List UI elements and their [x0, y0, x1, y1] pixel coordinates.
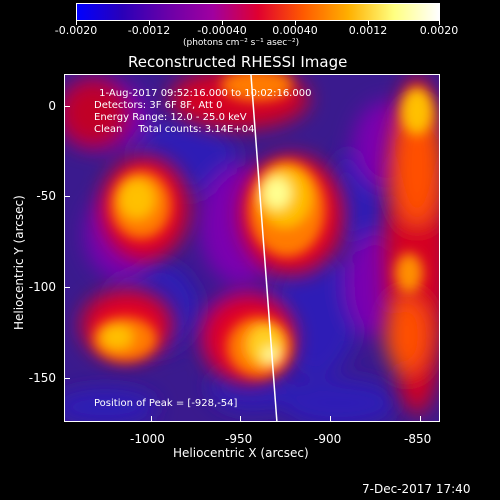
colorbar-tick: [149, 21, 150, 25]
y-axis-tick-label: 0: [48, 99, 56, 113]
y-axis-tick: [64, 196, 70, 197]
page-title: Reconstructed RHESSI Image: [128, 53, 348, 71]
colorbar-tick: [368, 21, 369, 25]
rhessi-heatmap: [65, 75, 439, 421]
clean-total-counts-label: Clean Total counts: 3.14E+04: [94, 124, 255, 135]
colorbar-tick: [439, 21, 440, 25]
colorbar: [76, 3, 440, 21]
x-axis-label: Heliocentric X (arcsec): [173, 446, 309, 460]
y-axis-tick-label: -100: [28, 280, 56, 294]
x-axis-tick-label: -900: [314, 432, 342, 446]
footer-timestamp: 7-Dec-2017 17:40: [362, 482, 471, 496]
x-axis-tick: [420, 416, 421, 422]
y-axis-tick: [64, 287, 70, 288]
hot-cores: [93, 75, 433, 377]
x-axis-tick-label: -1000: [130, 432, 165, 446]
colorbar-tick: [222, 21, 223, 25]
colorbar-tick: [295, 21, 296, 25]
colorbar-tick-label: -0.0012: [127, 24, 171, 37]
y-axis-tick: [64, 378, 70, 379]
detectors-label: Detectors: 3F 6F 8F, Att 0: [94, 100, 223, 111]
colorbar-tick-label: 0.0012: [348, 24, 388, 37]
colorbar-tick-label: 0.00040: [272, 24, 318, 37]
x-axis-tick-label: -950: [225, 432, 253, 446]
y-axis-tick-label: -150: [28, 371, 56, 385]
peak-position-label: Position of Peak = [-928,-54]: [94, 398, 238, 409]
x-axis-tick-label: -850: [404, 432, 432, 446]
solar-limb-line: [250, 75, 278, 421]
x-axis-tick: [330, 416, 331, 422]
y-axis-tick-label: -50: [36, 189, 56, 203]
x-axis-tick: [151, 416, 152, 422]
colorbar-tick-label: 0.0020: [419, 24, 459, 37]
colorbar-tick-label: -0.0020: [54, 24, 98, 37]
colorbar-unit-label: (photons cm⁻² s⁻¹ asec⁻²): [183, 38, 300, 48]
y-axis-tick: [64, 106, 70, 107]
energy-range-label: Energy Range: 12.0 - 25.0 keV: [94, 112, 247, 123]
x-axis-tick: [240, 416, 241, 422]
colorbar-tick-label: -0.00040: [197, 24, 247, 37]
observation-time-label: 1-Aug-2017 09:52:16.000 to 10:02:16.000: [96, 88, 312, 99]
colorbar-tick: [76, 21, 77, 25]
rhessi-image: [64, 74, 440, 422]
y-axis-label: Heliocentric Y (arcsec): [12, 195, 26, 330]
